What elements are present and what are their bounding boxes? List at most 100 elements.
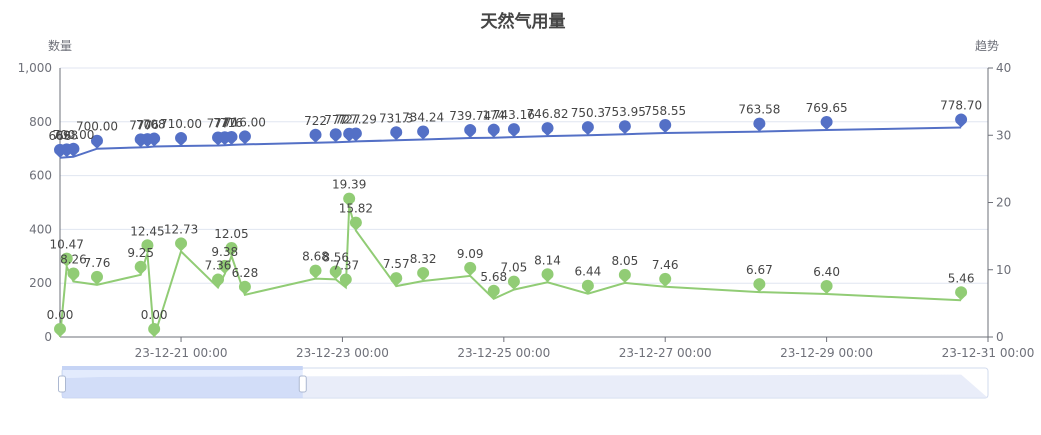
series-1-marker[interactable]	[309, 128, 322, 143]
series-2-marker[interactable]	[67, 267, 80, 282]
y-left-tick-label: 200	[29, 276, 52, 290]
series-2-data-label: 9.25	[127, 246, 154, 260]
series-1-marker[interactable]	[507, 123, 520, 138]
series-1-data-label: 750.3	[571, 106, 605, 120]
zoom-thumbnail	[62, 374, 988, 398]
series-2-data-label: 12.45	[130, 224, 164, 238]
series-2-marker[interactable]	[417, 267, 430, 282]
series-1-marker[interactable]	[820, 115, 833, 130]
series-1-data-label: 777	[129, 118, 152, 132]
series-2-data-label: 12.73	[164, 222, 198, 236]
series-1-marker[interactable]	[238, 130, 251, 145]
series-2-data-label: 15.82	[339, 202, 373, 216]
series-2-marker[interactable]	[659, 272, 672, 287]
series-1-marker[interactable]	[67, 142, 80, 157]
series-1-data-label: 708	[143, 118, 166, 132]
series-1-marker[interactable]	[581, 121, 594, 136]
series-2-data-label: 19.39	[332, 178, 366, 192]
series-2-marker[interactable]	[54, 323, 66, 337]
series-1-marker[interactable]	[541, 122, 554, 137]
series-2-marker[interactable]	[148, 323, 161, 337]
series-1-data-label: 739.74	[449, 109, 491, 123]
series-1-data-label: 700.00	[52, 128, 94, 142]
series-1-marker[interactable]	[753, 117, 766, 132]
series-1-data-label: 716	[220, 116, 243, 130]
series-1-marker[interactable]	[955, 113, 968, 128]
series-2-marker[interactable]	[238, 280, 251, 295]
series-2-data-label: 0.00	[47, 308, 74, 322]
series-2-marker[interactable]	[60, 252, 73, 267]
series-1-marker[interactable]	[464, 124, 477, 139]
series-2-marker[interactable]	[134, 260, 147, 275]
series-2-data-label: 7.57	[383, 257, 410, 271]
series-2-marker[interactable]	[541, 268, 554, 283]
series-2-data-label: 5.46	[948, 271, 975, 285]
series-2-data-label: 6.28	[232, 266, 259, 280]
series-2-marker[interactable]	[141, 239, 154, 254]
series-1-marker[interactable]	[390, 126, 403, 141]
series-1-data-label: 727.29	[335, 112, 377, 126]
series-2-marker[interactable]	[175, 237, 188, 252]
series-1-marker[interactable]	[225, 130, 238, 145]
series-1-data-label: 758.55	[644, 104, 686, 118]
series-1-marker[interactable]	[487, 123, 500, 138]
series-2-marker[interactable]	[507, 275, 520, 290]
series-1-data-label: 727	[338, 113, 361, 127]
series-2-data-label: 6.67	[746, 263, 773, 277]
x-tick-label: 23-12-23 00:00	[296, 346, 389, 360]
series-1-data-label: 746.82	[527, 107, 569, 121]
series-2-marker[interactable]	[581, 279, 594, 294]
series-2-data-label: 8.14	[534, 253, 561, 267]
series-2-marker[interactable]	[343, 192, 356, 207]
series-2-marker[interactable]	[218, 259, 231, 274]
series-2-marker[interactable]	[212, 273, 225, 288]
series-2-marker[interactable]	[225, 241, 238, 256]
zoom-move-bar[interactable]	[62, 366, 303, 370]
series-2-data-label: 7.76	[84, 256, 111, 270]
series-2-data-label: 5.68	[480, 270, 507, 284]
y-left-tick-label: 400	[29, 222, 52, 236]
series-2-marker[interactable]	[487, 284, 500, 299]
y-left-tick-label: 600	[29, 169, 52, 183]
series-2-marker[interactable]	[955, 286, 968, 301]
series-2-marker[interactable]	[753, 278, 766, 293]
data-zoom-slider[interactable]	[58, 366, 989, 399]
series-1-data-label: 777	[207, 116, 230, 130]
y-right-tick-label: 30	[996, 128, 1011, 142]
series-2-marker[interactable]	[309, 264, 322, 279]
series-1-marker[interactable]	[417, 125, 430, 140]
series-2-marker[interactable]	[90, 270, 103, 285]
series-1-marker[interactable]	[349, 127, 362, 142]
zoom-selected-window[interactable]	[62, 368, 303, 398]
series-2-marker[interactable]	[339, 273, 352, 288]
series-1-data-label: 722	[304, 114, 327, 128]
series-2-data-label: 9.38	[211, 245, 238, 259]
series-2-marker[interactable]	[618, 268, 631, 283]
series-1-marker[interactable]	[329, 128, 342, 143]
series-2-marker[interactable]	[349, 216, 362, 231]
series-2-data-label: 7.46	[652, 258, 679, 272]
series-2-marker[interactable]	[820, 279, 833, 294]
series-2-marker[interactable]	[464, 261, 477, 276]
x-tick-label: 23-12-25 00:00	[457, 346, 550, 360]
series-1-data-label: 700.00	[76, 120, 118, 134]
series-1-data-label: 710.00	[160, 117, 202, 131]
series-1-marker[interactable]	[175, 132, 188, 147]
zoom-handle-end[interactable]	[298, 375, 307, 393]
series-1-data-label: 706	[136, 118, 159, 132]
y-left-tick-label: 800	[29, 115, 52, 129]
series-1-data-label: 734.24	[402, 110, 444, 124]
series-2-marker[interactable]	[390, 272, 403, 287]
series-2-marker[interactable]	[329, 265, 342, 280]
series-1-marker[interactable]	[659, 118, 672, 133]
series-1-marker[interactable]	[618, 120, 631, 135]
series-1-data-label: 769.65	[806, 101, 848, 115]
zoom-handle-start[interactable]	[58, 375, 66, 393]
series-1-data-label: 174	[482, 109, 505, 123]
chart-title: 天然气用量	[481, 11, 566, 32]
series-1-marker[interactable]	[148, 132, 161, 147]
series-1-marker[interactable]	[90, 134, 103, 149]
y-left-axis-name: 数量	[48, 38, 72, 53]
